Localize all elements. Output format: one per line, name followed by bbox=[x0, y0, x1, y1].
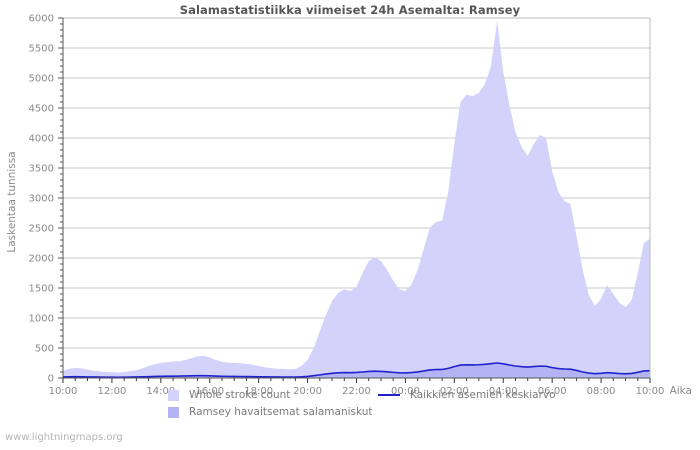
legend-item-all-stations-average: Kaikkien asemien keskiarvo bbox=[378, 389, 556, 401]
x-tick-label: 10:00 bbox=[49, 386, 78, 397]
plot-area: 0 500 1000 1500 2000 2500 3000 3500 4000 4500 5000… bbox=[29, 14, 665, 398]
area-whole-stroke-count bbox=[63, 21, 650, 378]
legend-label: Kaikkien asemien keskiarvo bbox=[410, 389, 556, 401]
y-tick-label: 3000 bbox=[29, 194, 54, 205]
legend-label: Whole stroke count bbox=[189, 389, 291, 401]
watermark: www.lightningmaps.org bbox=[5, 432, 123, 443]
x-tick-label: 20:00 bbox=[293, 386, 322, 397]
x-tick-label: 06:00 bbox=[538, 386, 567, 397]
y-tick-label: 5500 bbox=[29, 44, 54, 55]
y-tick-label: 6000 bbox=[29, 14, 54, 25]
y-tick-label: 2500 bbox=[29, 224, 54, 235]
legend-line-icon bbox=[378, 394, 400, 396]
x-tick-label: 16:00 bbox=[195, 386, 224, 397]
x-tick-label: 08:00 bbox=[587, 386, 616, 397]
y-tick-label: 5000 bbox=[29, 74, 54, 85]
x-tick-label: 22:00 bbox=[342, 386, 371, 397]
y-tick-label: 1000 bbox=[29, 314, 54, 325]
legend-item-ramsey-strokes: Ramsey havaitsemat salamaniskut bbox=[168, 406, 373, 418]
y-tick-label: 4000 bbox=[29, 134, 54, 145]
y-tick-label: 0 bbox=[48, 374, 54, 385]
x-tick-label: 02:00 bbox=[440, 386, 469, 397]
x-tick-label: 10:00 bbox=[636, 386, 665, 397]
y-tick-label: 500 bbox=[35, 344, 54, 355]
legend-swatch-icon bbox=[168, 389, 179, 401]
line-all-stations-average bbox=[62, 362, 651, 379]
y-tick-label: 2000 bbox=[29, 254, 54, 265]
x-tick-label: 04:00 bbox=[489, 386, 518, 397]
x-tick-label: 00:00 bbox=[391, 386, 420, 397]
y-tick-label: 3500 bbox=[29, 164, 54, 175]
x-axis-title: Aika bbox=[669, 385, 692, 397]
x-tick-label: 12:00 bbox=[98, 386, 127, 397]
legend-swatch-icon bbox=[168, 406, 179, 418]
x-tick-label: 18:00 bbox=[244, 386, 273, 397]
legend-item-whole-stroke-count: Whole stroke count bbox=[168, 389, 290, 401]
x-tick-label: 14:00 bbox=[146, 386, 175, 397]
y-tick-label: 1500 bbox=[29, 284, 54, 295]
area-ramsey-strokes bbox=[63, 362, 650, 378]
y-tick-label: 4500 bbox=[29, 104, 54, 115]
page-title: Salamastatistiikka viimeiset 24h Asemalt… bbox=[179, 3, 521, 17]
chart-legend: Whole stroke count Ramsey havaitsemat sa… bbox=[0, 388, 700, 424]
legend-label: Ramsey havaitsemat salamaniskut bbox=[189, 406, 373, 418]
